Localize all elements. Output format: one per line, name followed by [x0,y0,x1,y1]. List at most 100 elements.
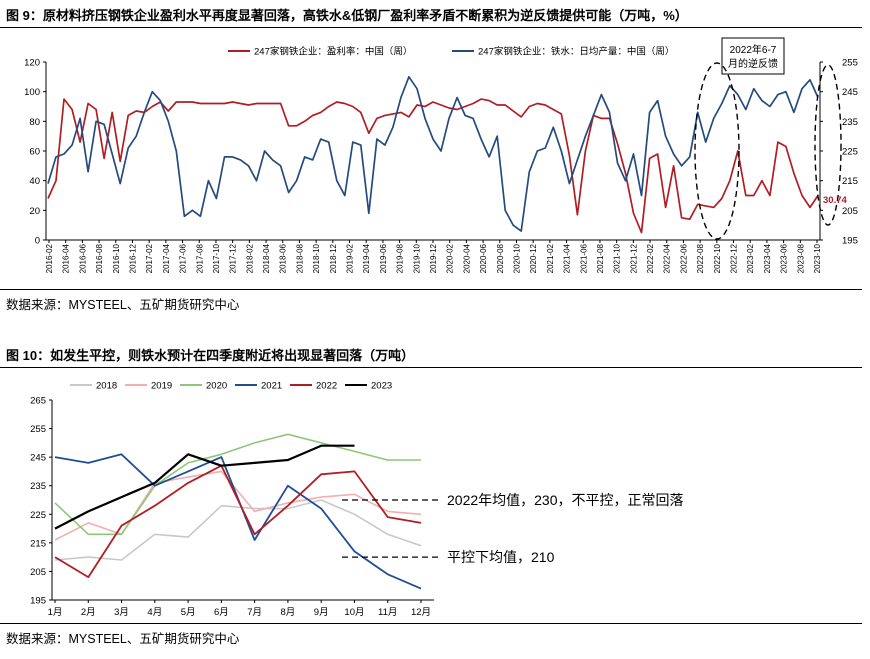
x-tick-label: 2021-06 [579,243,588,273]
x-tick-label: 2018-08 [295,243,304,273]
x-tick-label: 2018-06 [279,243,288,273]
y-tick-label: 235 [30,481,46,492]
x-tick-label: 2022-12 [730,243,739,273]
legend-label-2023: 2023 [371,381,392,392]
x-tick-label: 2018-04 [262,243,271,273]
y-right-tick-label: 245 [842,87,858,98]
y-right-tick-label: 215 [842,176,858,187]
x-tick-label: 10月 [344,607,364,618]
figure1-title: 图 9：原材料挤压钢铁企业盈利水平再度显著回落，高铁水&低钢厂盈利率矛盾不断累积… [6,8,688,23]
series-line-1 [47,98,819,234]
x-tick-label: 2016-08 [95,243,104,273]
highlight-ellipse-2022 [694,62,740,240]
x-tick-label: 2019-04 [362,243,371,273]
series-line-2018 [54,499,422,561]
figure2-source: 数据来源：MYSTEEL、五矿期货研究中心 [6,632,240,646]
legend-label-2022: 2022 [316,381,337,392]
x-tick-label: 11月 [378,607,397,618]
y-tick-label: 215 [30,538,46,549]
x-tick-label: 2016-12 [128,243,137,273]
x-tick-label: 2021-02 [546,243,555,273]
x-tick-label: 2020-02 [446,243,455,273]
x-tick-label: 2020-10 [512,243,521,273]
x-tick-label: 2019-02 [346,243,355,273]
y-left-tick-label: 0 [35,236,40,247]
y-tick-label: 225 [30,510,46,521]
highlight-ellipse-2023 [814,64,842,226]
x-tick-label: 2020-04 [462,243,471,273]
y-right-tick-label: 255 [842,58,858,69]
annotation-line1: 2022年6-7 [730,43,777,56]
legend-label-2018: 2018 [96,381,117,392]
x-tick-label: 2019-10 [412,243,421,273]
x-tick-label: 2018-02 [245,243,254,273]
y-right-tick-label: 235 [842,117,858,128]
chart1: 0 20 40 60 80 100 120 195 205 215 225 235 245 255 2016… [24,37,858,273]
series-line-2019 [54,470,422,541]
x-tick-label: 2018-12 [329,243,338,273]
x-tick-label: 3月 [114,607,129,618]
reference-label-2: 平控下均值，210 [447,549,555,565]
figure1-rule [0,27,862,28]
x-tick-label: 7月 [247,607,262,618]
x-tick-label: 2022-04 [663,243,672,273]
x-tick-label: 2016-04 [62,243,71,273]
series-line-2020 [54,433,421,536]
y-right-tick-label: 195 [842,236,858,247]
x-tick-label: 1月 [48,607,63,618]
y-right-tick-label: 205 [842,206,858,217]
x-tick-label: 2017-04 [162,243,171,273]
x-tick-label: 2017-06 [179,243,188,273]
y-tick-label: 255 [30,424,46,435]
series-line-2 [47,75,819,232]
y-left-tick-label: 60 [29,147,40,158]
x-tick-label: 2019-12 [429,243,438,273]
x-tick-label: 2017-10 [212,243,221,273]
y-left-tick-label: 80 [29,117,40,128]
chart2: 195 205 215 225 235 245 255 265 1月 2月 3月 4月 5月 6月 7月 8月… [30,381,683,619]
figure2-title: 图 10：如发生平控，则铁水预计在四季度附近将出现显著回落（万吨） [6,348,415,363]
x-tick-label: 2017-08 [195,243,204,273]
figure1-bottom-rule [0,289,862,290]
legend-label-2020: 2020 [206,381,227,392]
x-tick-label: 2022-10 [713,243,722,273]
legend-label-2021: 2021 [261,381,282,392]
x-tick-label: 8月 [281,607,296,618]
figure2-bottom-rule [0,623,862,624]
x-tick-label: 2016-02 [45,243,54,273]
figure2-rule [0,367,862,368]
x-tick-label: 2016-06 [78,243,87,273]
y-left-tick-label: 100 [24,87,40,98]
x-tick-label: 2021-08 [596,243,605,273]
x-tick-label: 2021-12 [629,243,638,273]
x-tick-label: 2022-08 [696,243,705,273]
x-tick-label: 2020-12 [529,243,538,273]
x-tick-label: 2023-04 [763,243,772,273]
x-tick-label: 4月 [147,607,162,618]
x-tick-label: 2月 [81,607,96,618]
x-tick-label: 2022-02 [646,243,655,273]
x-tick-label: 2017-12 [229,243,238,273]
x-tick-label: 9月 [314,607,329,618]
x-tick-label: 2023-02 [746,243,755,273]
series-line-2022 [54,464,422,579]
x-tick-label: 2016-10 [112,243,121,273]
x-tick-label: 2021-04 [563,243,572,273]
y-left-tick-label: 40 [29,176,40,187]
y-tick-label: 195 [30,596,46,607]
x-tick-label: 12月 [411,607,431,618]
x-tick-label: 2020-08 [496,243,505,273]
x-tick-label: 2023-10 [813,243,822,273]
x-tick-label: 5月 [181,607,196,618]
y-tick-label: 205 [30,567,46,578]
legend-label-1: 247家钢铁企业：盈利率：中国（周） [254,46,412,58]
legend-label-2: 247家钢铁企业：铁水：日均产量：中国（周） [478,46,674,58]
y-right-tick-label: 225 [842,147,858,158]
x-tick-label: 2019-06 [379,243,388,273]
y-left-tick-label: 20 [29,206,40,217]
x-tick-label: 2021-10 [613,243,622,273]
x-tick-label: 2017-02 [145,243,154,273]
x-tick-label: 2018-10 [312,243,321,273]
legend-label-2019: 2019 [151,381,172,392]
y-tick-label: 245 [30,453,46,464]
